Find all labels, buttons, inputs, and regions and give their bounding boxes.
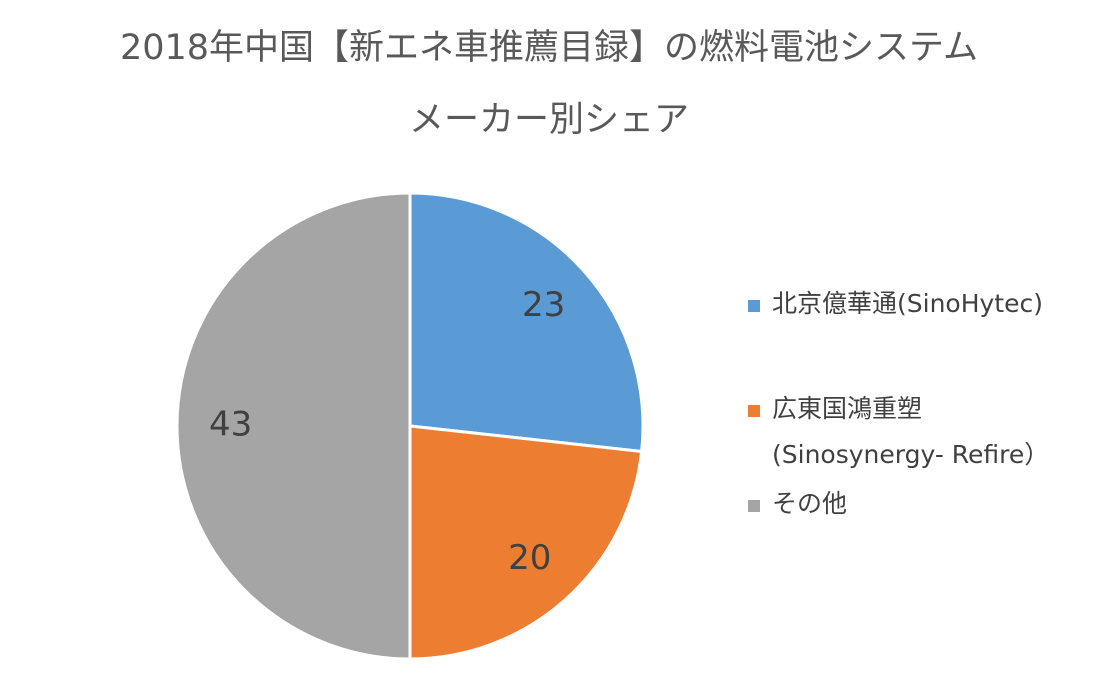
legend-label-sinohytec: 北京億華通(SinoHytec) — [772, 288, 1043, 320]
chart-title: 2018年中国【新エネ車推薦目録】の燃料電池システム メーカー別シェア — [0, 18, 1098, 150]
legend-swatch-sinohytec — [748, 300, 760, 312]
data-label-sinohytec: 23 — [522, 285, 565, 325]
legend-swatch-other — [748, 500, 760, 512]
legend-text-other: その他 — [772, 489, 848, 518]
legend-swatch-sinosynergy — [748, 405, 760, 417]
chart-title-line2: メーカー別シェア — [408, 100, 689, 140]
chart-title-line1: 2018年中国【新エネ車推薦目録】の燃料電池システム — [119, 28, 979, 68]
legend-label-other: その他 — [772, 488, 847, 520]
pie-slice-other — [175, 191, 412, 661]
legend-text-sinosynergy: 広東国鴻重塑 — [772, 394, 923, 423]
legend-text-sinosynergy-line2: (Sinosynergy- Refire） — [772, 440, 1050, 469]
legend-text-sinohytec: 北京億華通(SinoHytec) — [772, 289, 1043, 318]
pie-slice-sinohytec — [408, 191, 645, 454]
data-label-other: 43 — [209, 405, 252, 445]
pie-slice-sinosynergy — [408, 424, 644, 661]
legend-label-sinosynergy: 広東国鴻重塑 (Sinosynergy- Refire） — [772, 393, 1049, 469]
data-label-sinosynergy: 20 — [508, 538, 551, 578]
